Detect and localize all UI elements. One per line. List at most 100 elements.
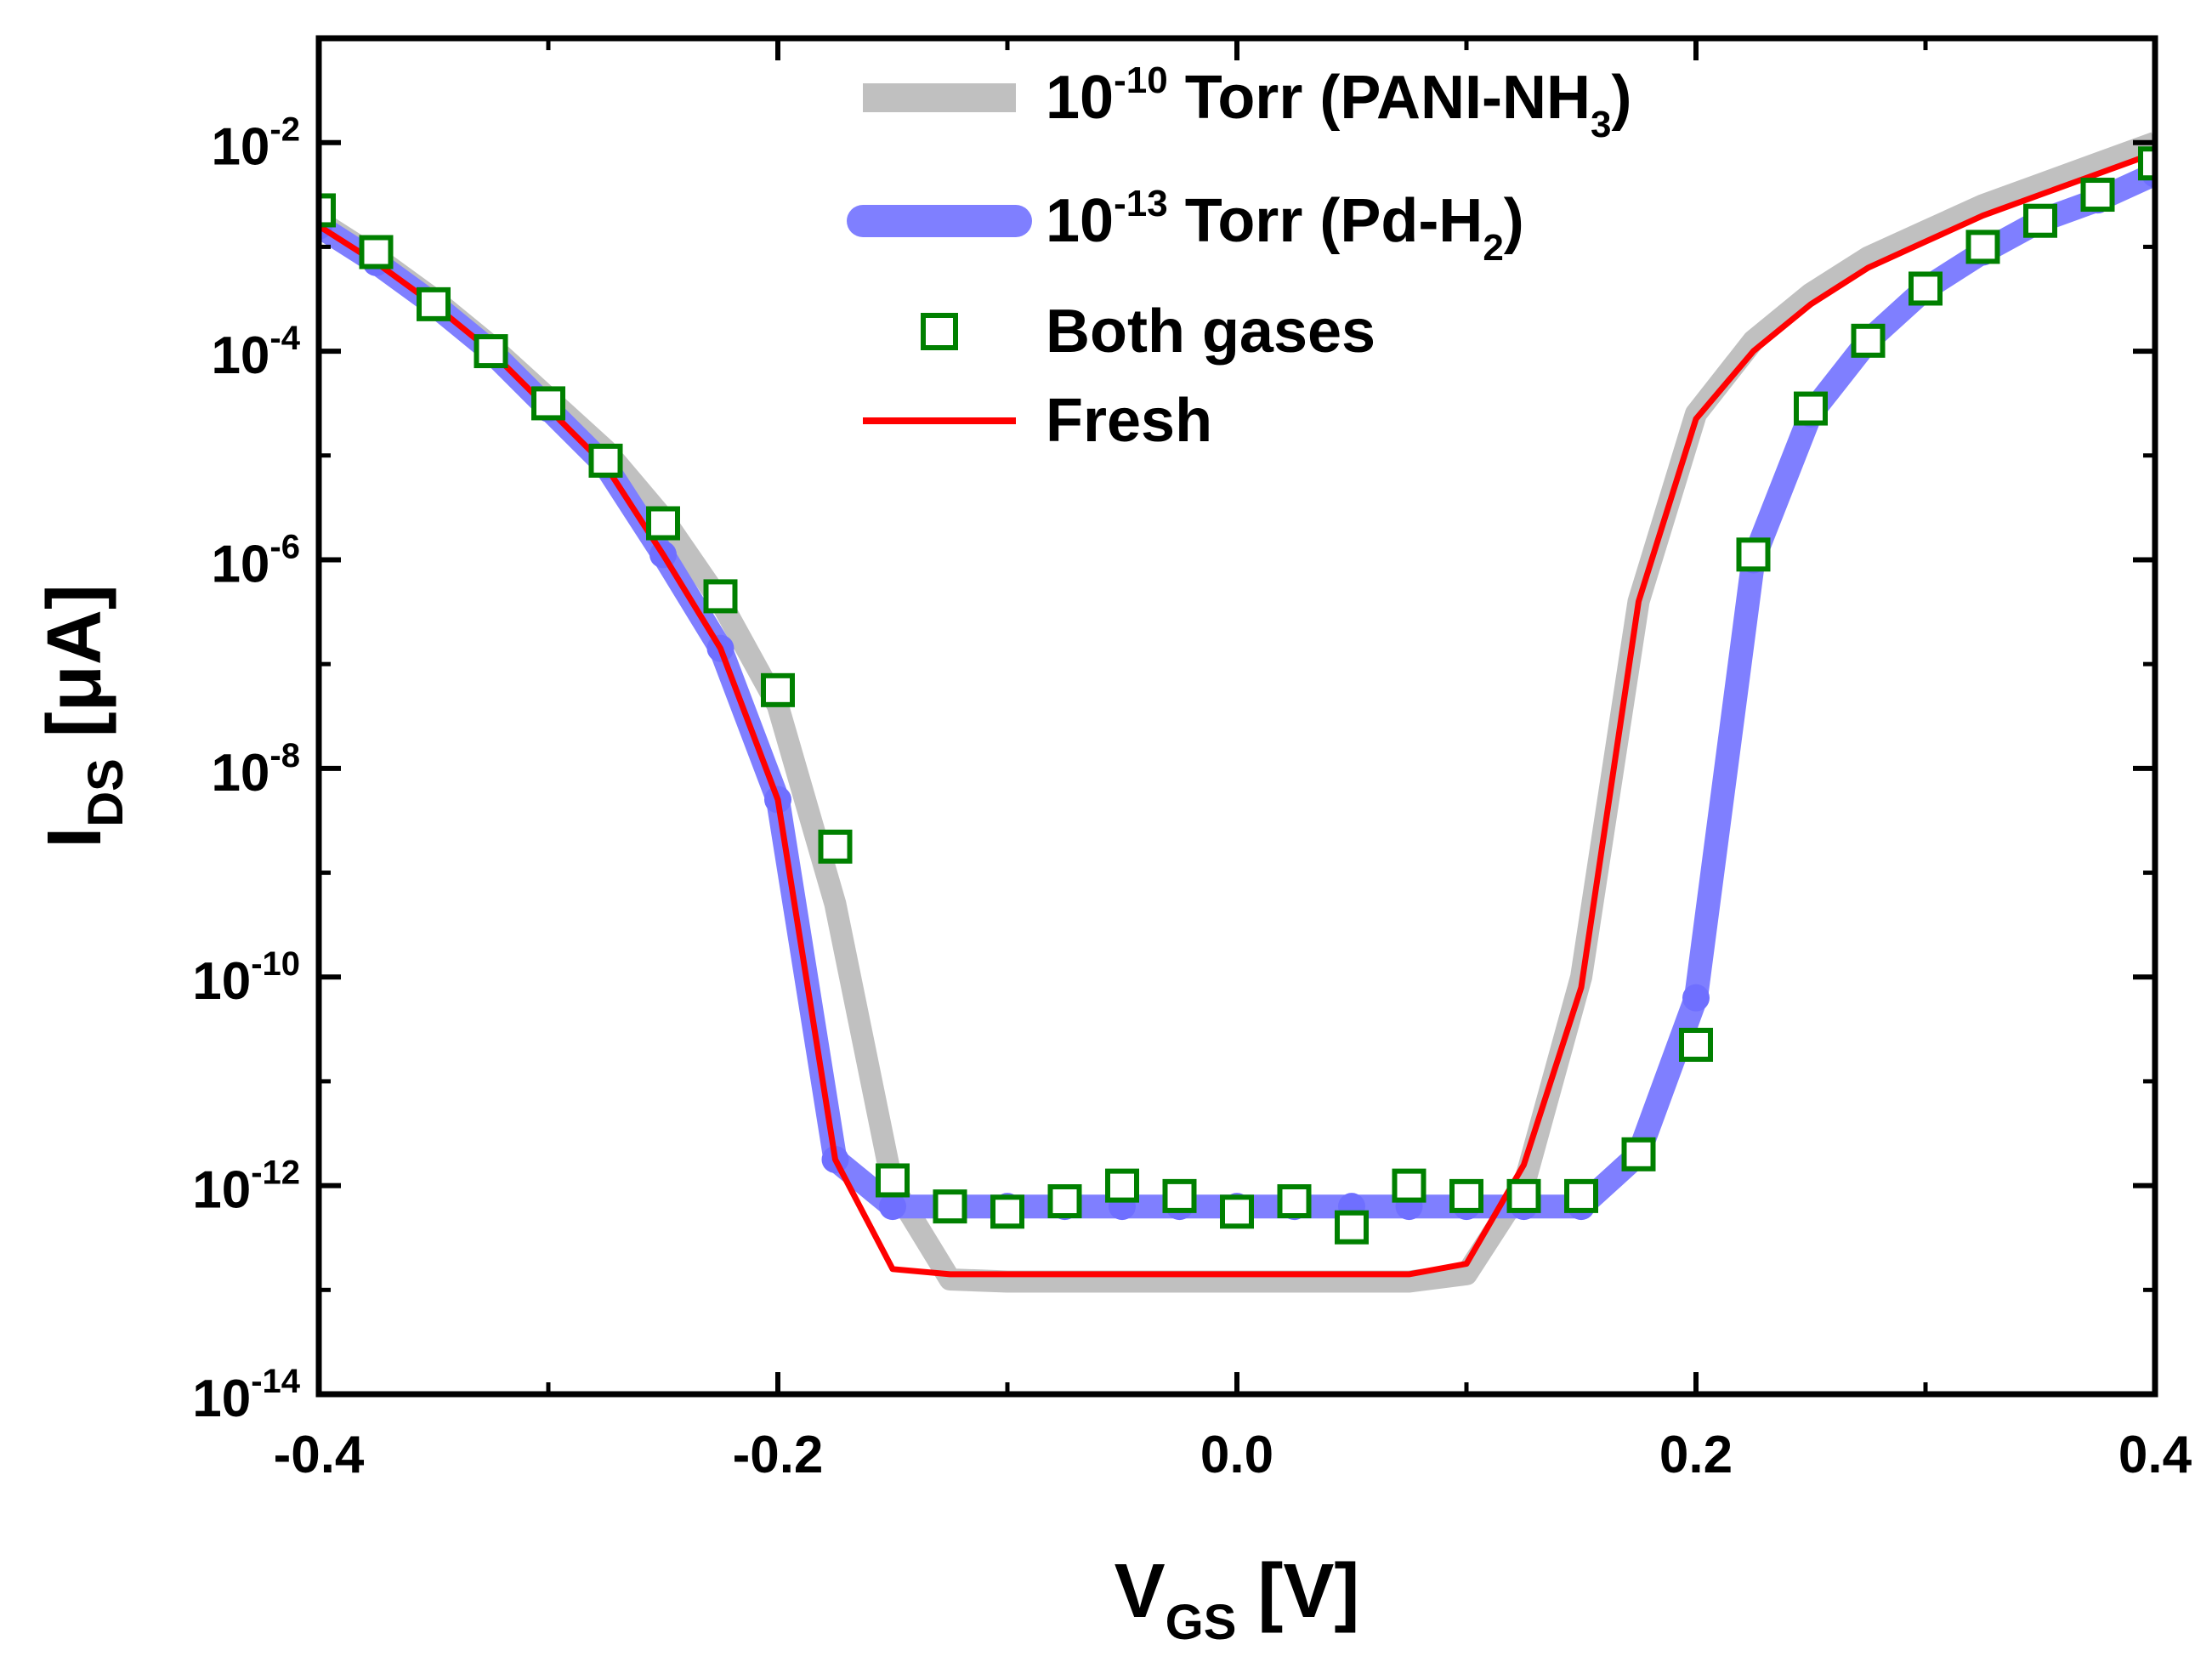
both-gases-marker-21 [1506, 1178, 1541, 1213]
series-2-point-24 [1682, 984, 1710, 1012]
legend-label-3: Both gases [1046, 298, 1375, 366]
x-axis-title-subscript: GS [1166, 1595, 1237, 1650]
both-gases-marker-29 [1965, 230, 2000, 264]
legend-swatch-3 [921, 313, 958, 350]
both-gases-marker-0 [319, 193, 336, 228]
both-gases-marker-7 [703, 579, 738, 614]
both-gases-marker-18 [1335, 1210, 1369, 1245]
y-tick-label: 10-12 [192, 1154, 300, 1220]
y-tick-label: 10-14 [192, 1363, 301, 1428]
series-line-1 [319, 132, 2155, 1293]
both-gases-marker-24 [1679, 1027, 1713, 1062]
both-gases-marker-1 [359, 235, 394, 269]
legend-entry-4: Fresh [863, 387, 1212, 455]
y-tick-base: 10 [211, 744, 269, 803]
both-gases-marker-32 [2138, 146, 2155, 181]
series-line-4 [319, 150, 2155, 1278]
both-gases-marker-2 [417, 286, 451, 321]
x-tick-label: 0.4 [2118, 1426, 2192, 1484]
legend-label-part: -13 [1114, 183, 1168, 224]
y-tick-exponent: -6 [269, 528, 300, 565]
legend-entry-2: 10-13 Torr (Pd-H2) [847, 183, 1524, 269]
y-tick-base: 10 [192, 1161, 251, 1220]
series-2-point-10 [879, 1193, 906, 1221]
y-tick-base: 10 [211, 535, 269, 593]
legend-label-1: 10-10 Torr (PANI-NH3) [1046, 60, 1631, 145]
legend-label-part: 3 [1591, 104, 1611, 145]
both-gases-marker-13 [1047, 1184, 1082, 1219]
y-tick-base: 10 [192, 1370, 251, 1428]
legend-label-part: -10 [1114, 60, 1168, 101]
legend-label-part: 2 [1483, 227, 1503, 269]
both-gases-marker-16 [1220, 1194, 1254, 1229]
tick-layer [316, 38, 2158, 1397]
y-tick-label: 10-6 [211, 528, 300, 593]
legend-label-part: ) [1611, 64, 1631, 132]
both-gases-marker-6 [646, 506, 680, 541]
y-axis-title-unit: [μA] [32, 584, 117, 758]
legend-label-part: Torr (Pd-H [1168, 187, 1483, 255]
legend-label-2: 10-13 Torr (Pd-H2) [1046, 183, 1524, 269]
y-tick-exponent: -10 [251, 945, 300, 983]
both-gases-marker-3 [474, 334, 508, 369]
both-gases-marker-11 [933, 1189, 967, 1224]
y-tick-exponent: -4 [269, 320, 300, 357]
y-tick-label: 10-8 [211, 737, 300, 803]
both-gases-marker-27 [1851, 323, 1886, 358]
both-gases-marker-26 [1794, 391, 1828, 426]
both-gases-marker-9 [818, 829, 853, 864]
y-axis-title-main: I [32, 827, 117, 848]
y-tick-label: 10-2 [211, 111, 300, 177]
both-gases-marker-10 [876, 1163, 910, 1198]
legend-label-part: 10 [1046, 187, 1114, 255]
both-gases-marker-19 [1392, 1168, 1426, 1203]
series-1 [319, 132, 2155, 1293]
both-gases-marker-31 [2080, 178, 2115, 213]
both-gases-marker-5 [588, 443, 623, 478]
y-axis-title-subscript: DS [78, 758, 133, 827]
y-axis-title: IDS [μA] [32, 584, 133, 848]
y-tick-base: 10 [192, 952, 251, 1011]
x-axis-title-unit: [V] [1236, 1549, 1359, 1634]
y-tick-label: 10-4 [211, 320, 300, 385]
both-gases-marker-28 [1909, 271, 1943, 306]
both-gases-marker-30 [2023, 203, 2057, 238]
both-gases-marker-20 [1449, 1178, 1483, 1213]
series-3 [319, 146, 2155, 1245]
series-layer [319, 132, 2155, 1293]
both-gases-marker-15 [1162, 1178, 1197, 1213]
x-axis-title: VGS [V] [1115, 1549, 1360, 1650]
legend-label-part: Both gases [1046, 298, 1375, 366]
legend-entry-3: Both gases [921, 298, 1375, 366]
both-gases-marker-23 [1621, 1137, 1656, 1171]
both-gases-marker-25 [1736, 537, 1771, 572]
y-tick-exponent: -12 [251, 1154, 300, 1192]
legend-entry-1: 10-10 Torr (PANI-NH3) [863, 60, 1631, 145]
x-tick-label: -0.4 [274, 1426, 365, 1484]
both-gases-marker-17 [1277, 1184, 1312, 1219]
label-layer: -0.4 -0.2 0.0 0.2 0.410-1410-1210-1010-810-6… [32, 111, 2192, 1650]
both-gases-marker-4 [531, 386, 565, 421]
both-gases-marker-14 [1105, 1168, 1139, 1203]
legend-label-part: Torr (PANI-NH [1168, 64, 1591, 132]
both-gases-marker-22 [1564, 1178, 1598, 1213]
legend-label-4: Fresh [1046, 387, 1212, 455]
y-tick-base: 10 [211, 326, 269, 385]
x-tick-label: 0.2 [1659, 1426, 1733, 1484]
y-tick-exponent: -2 [269, 111, 300, 149]
x-tick-label: 0.0 [1200, 1426, 1273, 1484]
y-tick-label: 10-10 [192, 945, 300, 1011]
y-tick-exponent: -14 [251, 1363, 301, 1400]
y-tick-base: 10 [211, 118, 269, 177]
x-axis-title-main: V [1115, 1549, 1166, 1634]
legend: 10-10 Torr (PANI-NH3)10-13 Torr (Pd-H2)B… [847, 60, 1631, 455]
both-gases-marker-8 [761, 672, 795, 707]
legend-label-part: 10 [1046, 64, 1114, 132]
y-tick-exponent: -8 [269, 737, 300, 774]
legend-label-part: ) [1504, 187, 1524, 255]
series-4 [319, 150, 2155, 1278]
both-gases-marker-12 [990, 1194, 1024, 1229]
legend-label-part: Fresh [1046, 387, 1212, 455]
